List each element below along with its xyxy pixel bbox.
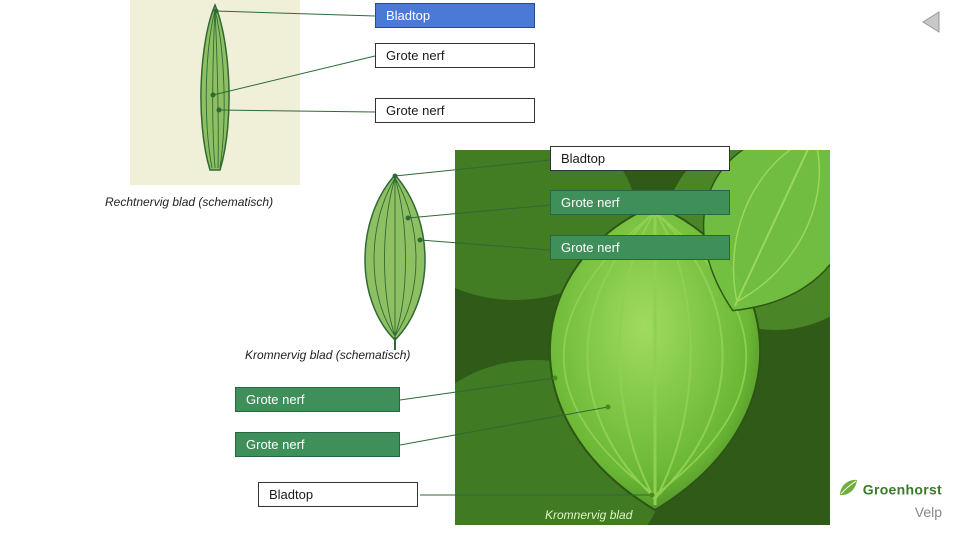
logo-brand-text: Groenhorst — [863, 482, 942, 498]
section1-grote-nerf1-label: Grote nerf — [375, 43, 535, 68]
section2-caption: Kromnervig blad (schematisch) — [245, 348, 410, 362]
groenhorst-logo: Groenhorst Velp — [837, 477, 942, 522]
section3-caption: Kromnervig blad — [545, 508, 632, 522]
section1-caption: Rechtnervig blad (schematisch) — [105, 195, 273, 209]
section3-grote-nerf2-label: Grote nerf — [235, 432, 400, 457]
section2-grote-nerf2-label: Grote nerf — [550, 235, 730, 260]
section1-grote-nerf2-label: Grote nerf — [375, 98, 535, 123]
section1-bladtop-label: Bladtop — [375, 3, 535, 28]
section3-grote-nerf1-label: Grote nerf — [235, 387, 400, 412]
section3-bladtop-label: Bladtop — [258, 482, 418, 507]
rechtnervig-leaf-diagram — [130, 0, 300, 185]
leaf-logo-icon — [837, 477, 859, 504]
triangle-left-icon — [917, 8, 945, 36]
nav-back-button[interactable] — [917, 8, 945, 36]
logo-sub-text: Velp — [915, 504, 942, 520]
section2-bladtop-label: Bladtop — [550, 146, 730, 171]
section2-grote-nerf1-label: Grote nerf — [550, 190, 730, 215]
kromnervig-leaf-diagram — [325, 165, 465, 355]
